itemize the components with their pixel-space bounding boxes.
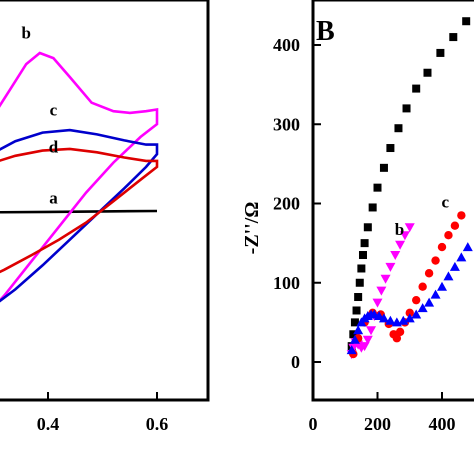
panel-b-ticks: 0 200 400 0 100 200 300 400 xyxy=(273,35,456,434)
panel-b-point-d xyxy=(346,345,357,355)
panel-a-frame xyxy=(0,0,210,402)
panel-b-point-d xyxy=(437,281,447,291)
panel-a-x-ticks: 0.4 0.6 xyxy=(37,392,169,434)
panel-b-point-a xyxy=(402,104,411,113)
panel-b-point-b xyxy=(380,274,391,284)
panel-b-y-tick-label: 400 xyxy=(273,35,300,55)
panel-b-data-points xyxy=(346,17,473,360)
panel-b-point-d xyxy=(385,315,396,325)
panel-b-point-d xyxy=(398,315,409,325)
panel-b-label: B xyxy=(316,16,335,47)
panel-b-point-b xyxy=(372,298,383,308)
panel-b-point-a xyxy=(350,318,359,327)
panel-b-x-tick-label: 400 xyxy=(429,414,456,434)
panel-b-point-a xyxy=(462,17,471,26)
panel-b-point-d xyxy=(378,313,389,323)
panel-b-point-d xyxy=(349,334,360,344)
panel-b-point-d xyxy=(430,289,441,299)
panel-b-point-a xyxy=(379,163,388,172)
panel-b-point-b xyxy=(366,326,377,336)
panel-b-point-c xyxy=(424,269,434,278)
panel-b-y-tick-label: 100 xyxy=(273,273,300,293)
panel-b-point-a xyxy=(358,251,367,260)
panel-b-point-b xyxy=(376,286,387,296)
panel-b-curve-labels: bc xyxy=(395,192,450,239)
panel-b-series-d xyxy=(346,242,473,355)
panel-b-point-d xyxy=(404,313,415,323)
panel-b-point-b xyxy=(359,342,370,352)
panel-a-curves xyxy=(0,51,159,303)
panel-b-point-a xyxy=(354,293,363,302)
panel-a-curve-label-d: d xyxy=(49,137,59,156)
panel-b-frame xyxy=(311,0,474,402)
panel-a-curve-labels: a b cd xyxy=(21,23,58,207)
panel-b-point-a xyxy=(357,264,366,273)
panel-a: 0.4 0.6 a b cd xyxy=(0,0,210,434)
panel-b-point-d xyxy=(353,325,364,335)
panel-b-point-a xyxy=(363,223,372,232)
panel-b-point-d xyxy=(411,309,422,319)
panel-b-point-a xyxy=(368,203,377,212)
panel-b-point-b xyxy=(390,251,401,261)
panel-b-y-tick-label: 0 xyxy=(291,352,300,372)
panel-b-point-c xyxy=(418,282,427,291)
panel-b-point-a xyxy=(352,306,361,315)
panel-b-point-c xyxy=(392,334,402,343)
panel-b-point-c xyxy=(395,327,405,337)
panel-a-curve-label-a: a xyxy=(49,189,58,208)
panel-b-series-a xyxy=(347,17,471,351)
panel-b-point-c xyxy=(450,221,460,230)
panel-b-point-b xyxy=(385,262,396,272)
panel-b-point-a xyxy=(436,48,445,57)
panel-b-point-d xyxy=(449,261,460,271)
panel-b-point-a xyxy=(386,144,395,153)
panel-b-y-axis-label: -Z''/Ω xyxy=(241,202,263,255)
panel-a-series-d xyxy=(0,147,159,274)
panel-b-y-tick-label: 200 xyxy=(273,194,300,214)
panel-b-point-a xyxy=(360,239,369,248)
panel-b-x-tick-label: 200 xyxy=(364,414,391,434)
panel-b-point-c xyxy=(437,242,447,252)
panel-b-point-a xyxy=(412,84,421,93)
panel-a-curve-label-c: c xyxy=(50,101,58,120)
panel-b-point-c xyxy=(405,308,414,318)
panel-b-point-d xyxy=(417,303,428,313)
panel-b-point-b xyxy=(399,231,410,241)
panel-b-y-tick-label: 300 xyxy=(273,114,300,134)
panel-b-point-a xyxy=(373,183,382,192)
panel-a-x-tick-label: 0.4 xyxy=(37,414,60,434)
panel-a-curve-label-b: b xyxy=(21,23,30,42)
panel-a-series-c xyxy=(0,128,159,303)
panel-b-point-d xyxy=(462,242,473,252)
panel-a-series-a xyxy=(0,209,158,214)
panel-b-point-a xyxy=(355,278,364,287)
panel-b-curve-label-b: b xyxy=(395,220,404,239)
panel-b-curve-label-c: c xyxy=(441,192,449,211)
panel-a-series-b xyxy=(0,51,159,303)
panel-b-point-b xyxy=(362,335,373,345)
panel-b-point-b xyxy=(404,223,415,233)
panel-a-x-tick-label: 0.6 xyxy=(146,414,169,434)
panel-b-point-c xyxy=(444,231,453,240)
panel-b-point-c xyxy=(457,211,466,220)
panel-b-point-a xyxy=(449,33,458,42)
panel-b-point-c xyxy=(431,256,440,265)
panel-b-x-tick-label: 0 xyxy=(309,414,318,434)
panel-b-point-a xyxy=(394,124,403,133)
panel-b-point-d xyxy=(443,271,454,281)
panel-b-point-d xyxy=(456,252,467,262)
panel-b-point-d xyxy=(424,297,435,307)
panel-b-point-c xyxy=(412,295,421,305)
panel-b-point-a xyxy=(423,68,432,77)
panel-b-point-b xyxy=(395,240,406,250)
